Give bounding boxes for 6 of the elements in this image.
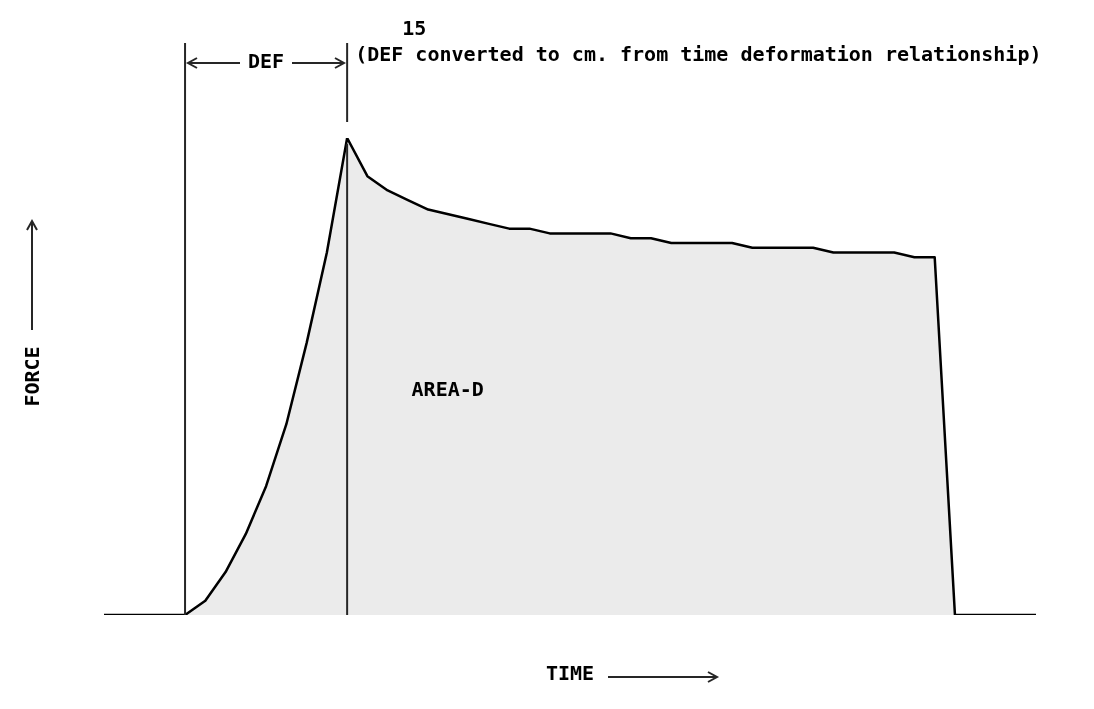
y-axis-title: FORCE xyxy=(20,346,45,407)
text: 15 xyxy=(402,16,427,41)
text: (DEF converted to cm. from time deformation relationship) xyxy=(355,42,1042,67)
x-axis-title: TIME xyxy=(545,661,595,686)
text: DEF xyxy=(248,49,285,74)
annotation: AREA-D xyxy=(411,377,484,402)
